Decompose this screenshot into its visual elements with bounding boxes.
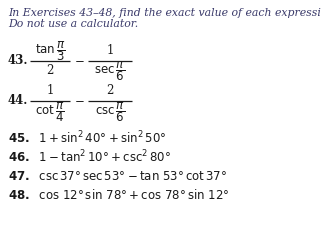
Text: 44.: 44. (8, 95, 28, 107)
Text: −: − (75, 55, 85, 68)
Text: $\mathrm{csc}\,\dfrac{\pi}{6}$: $\mathrm{csc}\,\dfrac{\pi}{6}$ (95, 100, 125, 124)
Text: In Exercises 43–48, find the exact value of each expression.: In Exercises 43–48, find the exact value… (8, 8, 321, 18)
Text: $\mathrm{tan}\,\dfrac{\pi}{3}$: $\mathrm{tan}\,\dfrac{\pi}{3}$ (35, 39, 65, 63)
Text: Do not use a calculator.: Do not use a calculator. (8, 19, 138, 29)
Text: 1: 1 (106, 45, 114, 58)
Text: $\mathrm{sec}\,\dfrac{\pi}{6}$: $\mathrm{sec}\,\dfrac{\pi}{6}$ (94, 59, 126, 83)
Text: $\mathbf{45.}$  $1 + \sin^2 40° + \sin^2 50°$: $\mathbf{45.}$ $1 + \sin^2 40° + \sin^2 … (8, 130, 166, 146)
Text: $\mathbf{48.}$  $\cos\,12°\,\sin\,78° + \cos\,78°\,\sin\,12°$: $\mathbf{48.}$ $\cos\,12°\,\sin\,78° + \… (8, 188, 230, 202)
Text: 2: 2 (106, 85, 114, 97)
Text: 43.: 43. (8, 54, 29, 66)
Text: 1: 1 (46, 85, 54, 97)
Text: 2: 2 (46, 64, 54, 76)
Text: $\mathbf{46.}$  $1 - \tan^2 10° + \csc^2 80°$: $\mathbf{46.}$ $1 - \tan^2 10° + \csc^2 … (8, 149, 171, 165)
Text: $\mathbf{47.}$  $\mathrm{csc}\,37°\,\mathrm{sec}\,53° - \tan\,53°\,\mathrm{cot}\: $\mathbf{47.}$ $\mathrm{csc}\,37°\,\math… (8, 169, 227, 182)
Text: −: − (75, 95, 85, 107)
Text: $\mathrm{cot}\,\dfrac{\pi}{4}$: $\mathrm{cot}\,\dfrac{\pi}{4}$ (35, 100, 65, 124)
